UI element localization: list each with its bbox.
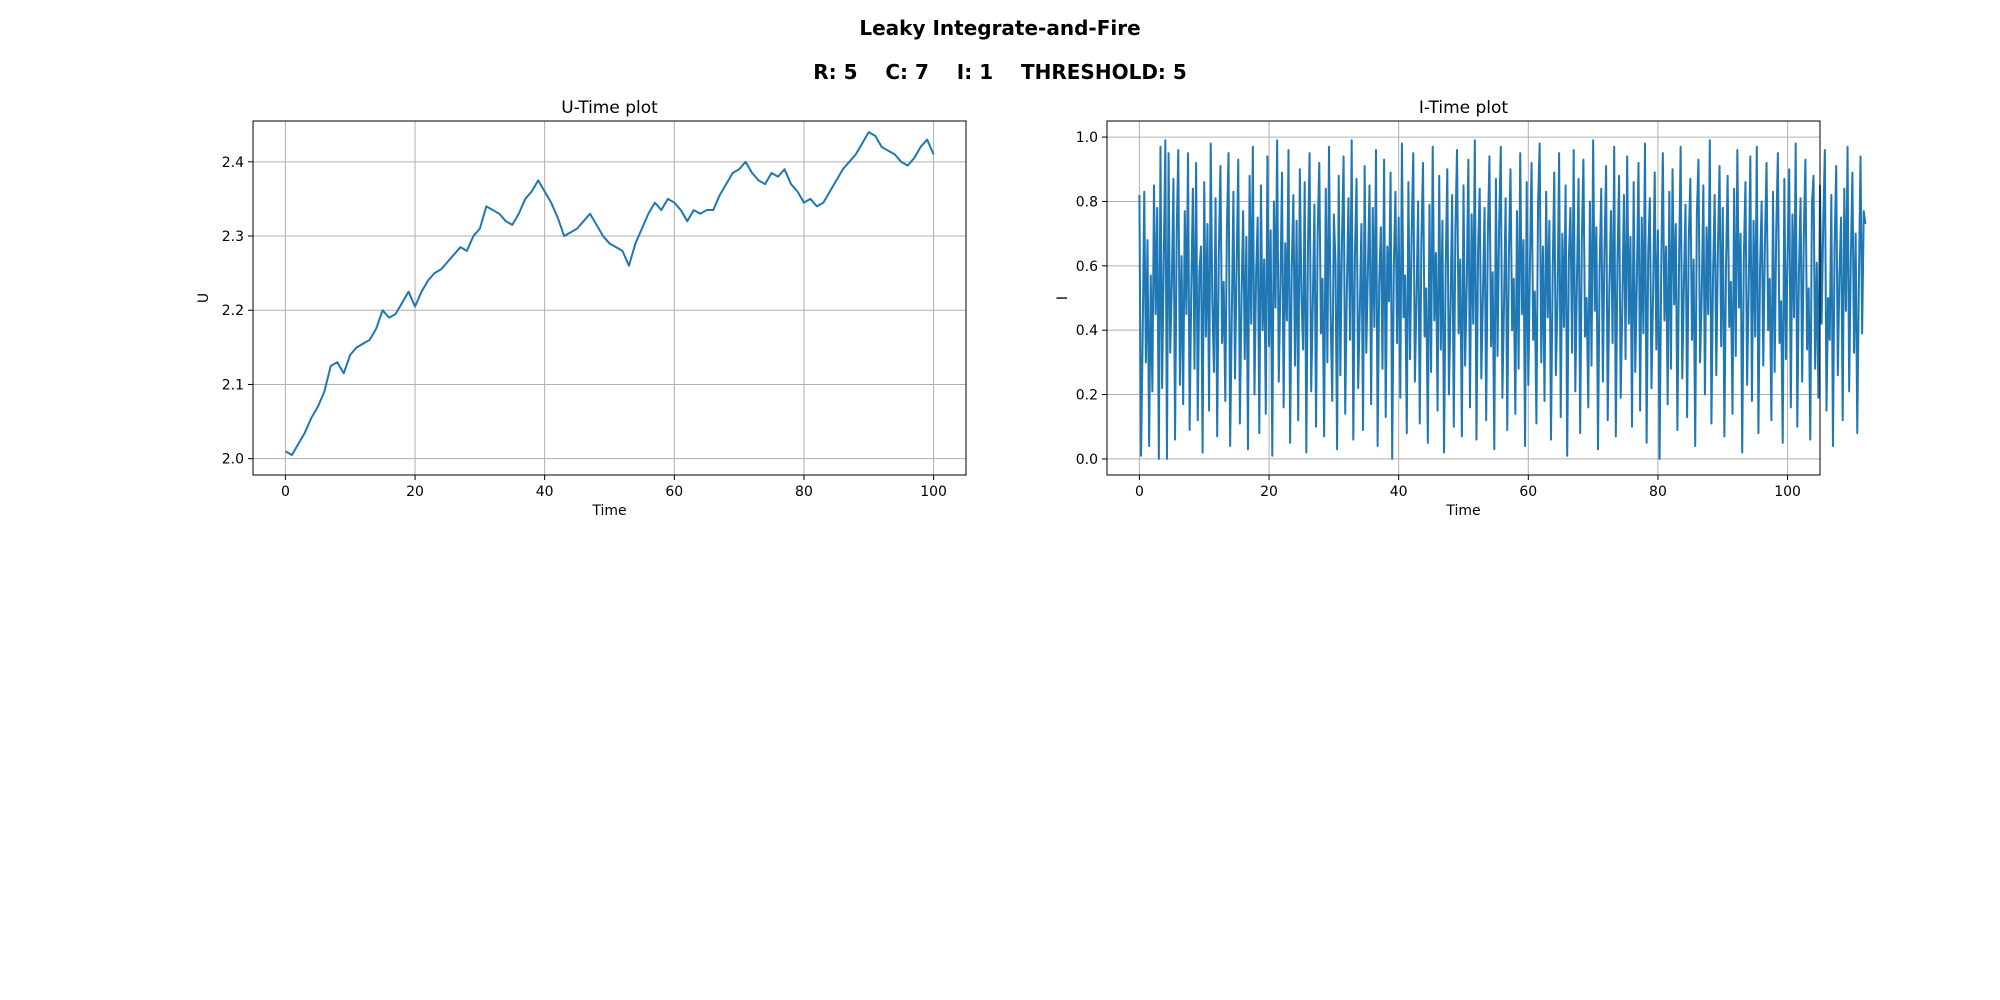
- y-tick-label-i-3: 0.6: [1076, 259, 1098, 275]
- plot-title-i: I-Time plot: [1419, 98, 1509, 118]
- y-tick-label-u-3: 2.3: [222, 229, 244, 245]
- y-tick-label-u-1: 2.1: [222, 377, 244, 393]
- param-value-r: 5: [843, 60, 858, 84]
- y-axis-label-i: I: [1055, 296, 1071, 300]
- y-tick-label-u-0: 2.0: [222, 452, 244, 468]
- param-value-i: 1: [979, 60, 994, 84]
- x-axis-label-u: Time: [591, 503, 626, 519]
- x-tick-label-i-3: 60: [1519, 484, 1537, 500]
- figure-title: Leaky Integrate-and-Fire: [859, 16, 1141, 40]
- plot-title-u: U-Time plot: [561, 98, 658, 118]
- param-label-r: R:: [813, 60, 837, 84]
- x-tick-label-u-0: 0: [281, 484, 290, 500]
- param-label-threshold: THRESHOLD:: [1020, 60, 1166, 84]
- param-value-c: 7: [915, 60, 929, 84]
- x-tick-label-u-2: 40: [536, 484, 554, 500]
- y-tick-label-i-4: 0.8: [1076, 194, 1098, 210]
- y-tick-label-u-4: 2.4: [222, 155, 244, 171]
- y-tick-label-u-2: 2.2: [222, 303, 244, 319]
- x-tick-label-i-4: 80: [1649, 484, 1667, 500]
- x-axis-label-i: Time: [1445, 503, 1480, 519]
- x-tick-label-u-1: 20: [406, 484, 424, 500]
- series-line-i: [1138, 139, 1867, 460]
- x-tick-label-u-3: 60: [665, 484, 683, 500]
- x-tick-label-i-5: 100: [1774, 484, 1801, 500]
- series-line-u: [284, 131, 935, 456]
- parameter-summary: R: 5 C: 7 I: 1 THRESHOLD: 5: [0, 60, 2000, 84]
- axes-frame-i: [1106, 120, 1821, 476]
- x-tick-label-u-4: 80: [795, 484, 813, 500]
- u-time-plot: 0 20 40 60 80 100 2.0 2.1 2.2 2.3 2.4 U-Time plot Ti…: [196, 98, 967, 519]
- param-value-threshold: 5: [1172, 60, 1187, 84]
- x-tick-label-i-2: 40: [1390, 484, 1408, 500]
- y-tick-label-i-1: 0.2: [1076, 388, 1098, 404]
- i-time-plot: 0 20 40 60 80 100 0.0 0.2 0.4 0.6 0.8 1.0 I-Time plo…: [1055, 98, 1867, 519]
- x-tick-label-u-5: 100: [920, 484, 947, 500]
- x-tick-label-i-1: 20: [1260, 484, 1278, 500]
- y-tick-label-i-5: 1.0: [1076, 130, 1098, 146]
- y-tick-label-i-0: 0.0: [1076, 452, 1098, 468]
- param-label-c: C:: [885, 60, 909, 84]
- y-axis-label-u: U: [196, 293, 212, 303]
- y-tick-label-i-2: 0.4: [1076, 323, 1098, 339]
- axes-frame-u: [252, 120, 967, 476]
- x-tick-label-i-0: 0: [1135, 484, 1144, 500]
- param-label-i: I:: [956, 60, 973, 84]
